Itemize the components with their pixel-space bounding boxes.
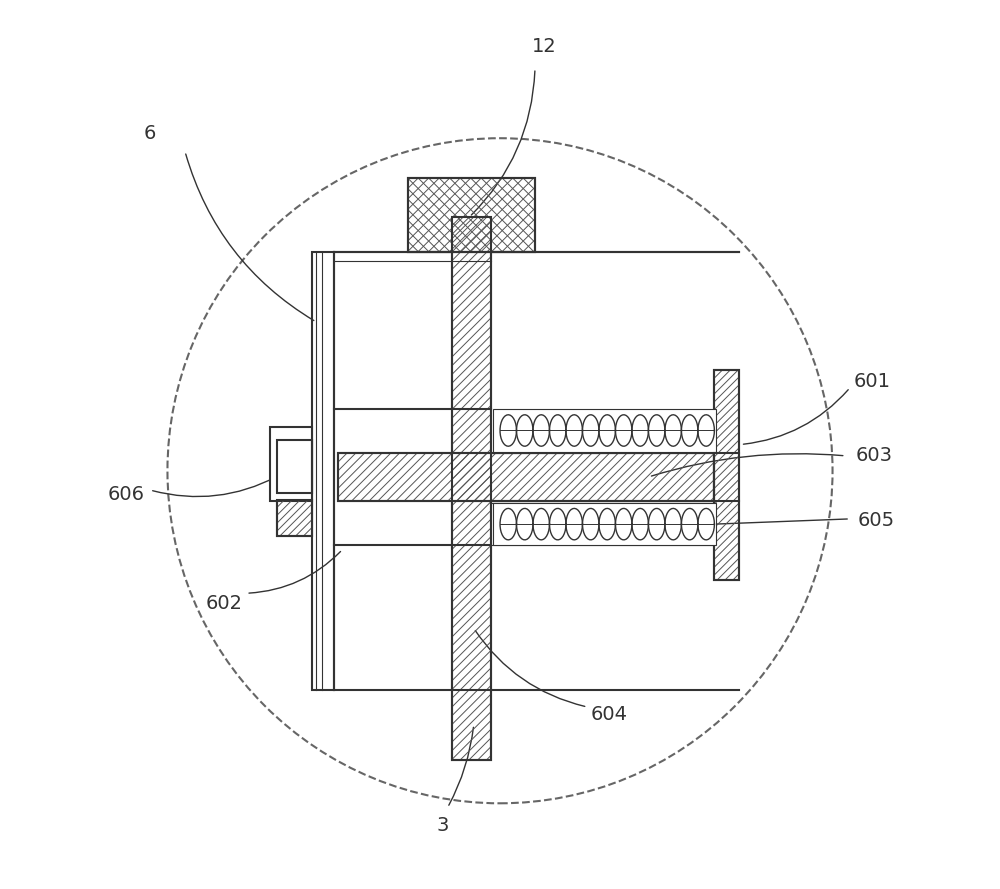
Bar xyxy=(312,252,334,690)
Bar xyxy=(408,178,535,252)
Text: 604: 604 xyxy=(591,705,628,724)
Bar xyxy=(452,217,491,759)
Text: 3: 3 xyxy=(437,816,449,835)
Bar xyxy=(277,500,312,536)
Text: 601: 601 xyxy=(853,372,890,391)
Bar xyxy=(493,503,716,545)
Bar xyxy=(277,440,312,493)
Bar xyxy=(493,410,716,452)
Text: 605: 605 xyxy=(858,511,895,530)
Text: 6: 6 xyxy=(144,124,156,143)
Bar xyxy=(714,370,739,581)
Text: 603: 603 xyxy=(856,446,893,465)
Bar xyxy=(270,427,312,501)
Bar xyxy=(338,453,714,501)
Bar xyxy=(452,217,491,759)
Circle shape xyxy=(167,138,833,804)
Text: 606: 606 xyxy=(108,485,145,504)
Bar xyxy=(277,440,312,493)
Bar xyxy=(277,500,312,536)
Text: 12: 12 xyxy=(531,36,556,56)
Bar xyxy=(408,178,535,252)
Text: 602: 602 xyxy=(206,594,243,613)
Bar xyxy=(714,370,739,581)
Bar xyxy=(338,453,714,501)
